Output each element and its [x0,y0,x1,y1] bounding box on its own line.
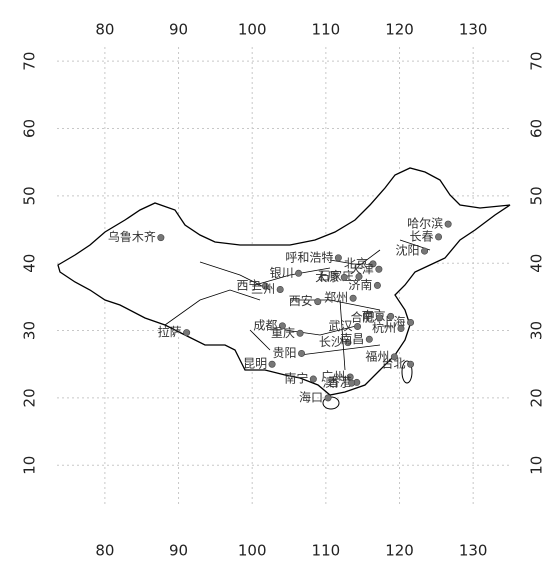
city-label: 西安 [289,293,313,308]
city-label: 长春 [410,229,434,243]
y-tick-label: 60 [21,119,39,138]
y-tick-label: 70 [21,52,39,71]
x-tick-label: 80 [95,21,114,39]
city-point [375,265,383,273]
y-tick-label: 30 [528,321,546,340]
city-label: 天津 [350,262,374,276]
city-point [309,375,317,383]
city-point [444,220,452,228]
city-point [348,379,356,387]
city-point [369,260,377,268]
city-label: 南昌 [340,331,364,346]
city-point [296,329,304,337]
city-point [298,349,306,357]
city-label: 沈阳 [396,243,420,258]
city-label: 重庆 [271,326,295,340]
city-point [390,353,398,361]
city-label: 济南 [348,277,372,292]
city-label: 澳门 [323,375,347,390]
city-label: 拉萨 [158,324,182,339]
city-point [261,282,269,290]
y-tick-label: 50 [528,186,546,205]
city-label: 南宁 [284,371,308,386]
city-point [340,273,348,281]
x-tick-label: 130 [459,542,488,560]
x-tick-label: 130 [459,21,488,39]
city-label: 武汉 [329,319,353,333]
city-label: 西宁 [236,278,260,293]
y-tick-label: 30 [21,321,39,340]
city-point [324,394,332,402]
grid [57,47,510,505]
x-tick-label: 90 [169,542,188,560]
city-point [268,360,276,368]
city-point [407,318,415,326]
city-label: 兰州 [251,282,275,296]
y-tick-label: 40 [528,254,546,273]
y-tick-label: 10 [528,456,546,475]
city-label: 广州 [321,370,345,384]
city-label: 郑州 [324,290,348,305]
city-label: 福州 [365,348,389,363]
city-point [354,323,362,331]
y-tick-label: 50 [21,186,39,205]
x-tick-label: 110 [312,21,341,39]
city-label: 银川 [270,266,294,280]
city-point [334,254,342,262]
y-tick-label: 20 [21,388,39,407]
city-label: 上海 [382,314,406,329]
china-outline [57,167,511,396]
y-tick-label: 10 [21,456,39,475]
city-point [365,335,373,343]
city-point [407,360,415,368]
city-label: 呼和浩特 [285,249,333,264]
x-tick-label: 100 [238,21,267,39]
city-point [373,281,381,289]
city-label: 北京 [344,256,368,270]
city-point [157,234,165,242]
city-point [376,314,384,322]
x-tick-label: 80 [95,542,114,560]
x-tick-label: 110 [312,542,341,560]
city-point [397,325,405,333]
x-tick-label: 120 [385,21,414,39]
y-tick-label: 20 [528,388,546,407]
city-label: 成都 [253,318,277,332]
y-tick-label: 70 [528,52,546,71]
city-label: 贵阳 [273,346,297,360]
x-tick-label: 90 [169,21,188,39]
city-label: 海口 [299,389,323,404]
city-label: 香港 [328,375,352,389]
province-borders [164,239,431,371]
x-tick-label: 120 [385,542,414,560]
city-label: 台北 [382,356,406,371]
city-point [314,298,322,306]
x-tick-label: 100 [238,542,267,560]
city-label: 长沙 [319,335,343,349]
city-point [276,285,284,293]
city-label: 昆明 [243,357,267,371]
city-label: 太原 [315,269,339,284]
city-point [435,233,443,241]
city-label: 乌鲁木齐 [108,229,156,244]
city-label: 合肥 [351,309,375,324]
city-point [355,273,363,281]
city-point [387,312,395,320]
city-point [349,294,357,302]
city-label: 哈尔滨 [407,216,443,231]
city-point [295,269,303,277]
city-point [278,322,286,330]
y-tick-label: 60 [528,119,546,138]
y-tick-label: 40 [21,254,39,273]
city-point [183,329,191,337]
city-label: 杭州 [372,320,396,335]
city-point [344,339,352,347]
city-point [421,247,429,255]
